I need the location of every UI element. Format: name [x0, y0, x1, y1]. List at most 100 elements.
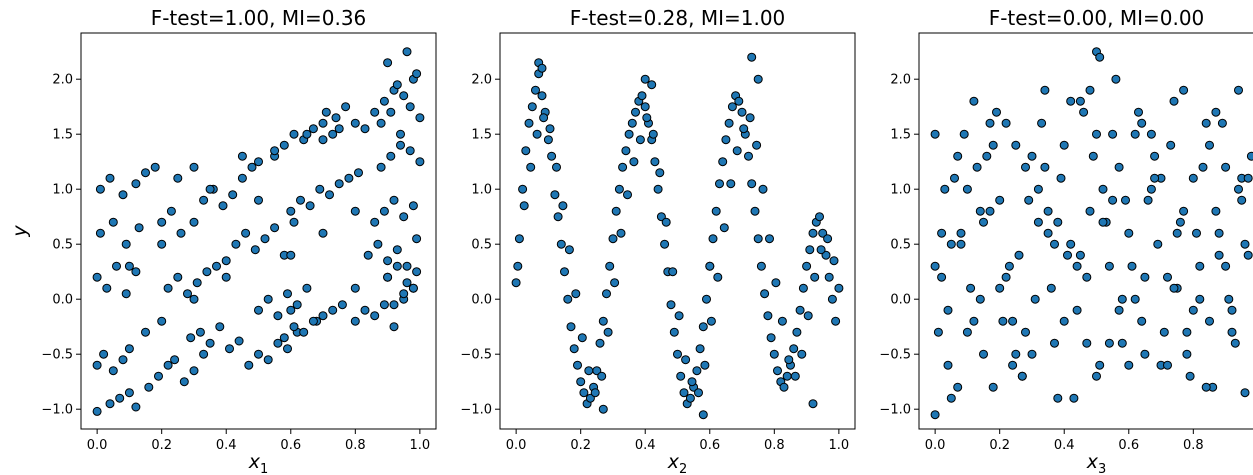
scatter-point	[415, 113, 425, 123]
scatter-point	[1195, 294, 1205, 304]
scatter-point	[1211, 206, 1221, 216]
x-tick-label: 0.0	[506, 438, 527, 453]
scatter-point	[763, 311, 773, 321]
scatter-point	[124, 344, 134, 354]
scatter-point	[315, 184, 325, 194]
y-axis-ticks: −1.0 −0.5 0.0 0.5 1.0 1.5 2.0	[879, 73, 919, 418]
scatter-points	[511, 52, 844, 420]
scatter-point	[221, 272, 231, 282]
scatter-point	[631, 107, 640, 117]
scatter-point	[289, 217, 299, 227]
scatter-point	[199, 195, 209, 205]
scatter-point	[972, 162, 982, 172]
scatter-point	[1163, 360, 1172, 370]
scatter-point	[998, 316, 1008, 326]
scatter-point	[273, 338, 283, 348]
scatter-point	[1188, 305, 1198, 315]
scatter-point	[112, 261, 121, 271]
scatter-point	[1182, 349, 1192, 359]
scatter-point	[1192, 228, 1201, 238]
scatter-point	[118, 190, 128, 200]
scatter-point	[527, 102, 537, 112]
scatter-point	[99, 349, 109, 359]
scatter-point	[383, 58, 393, 68]
scatter-point	[513, 261, 523, 271]
scatter-point	[92, 272, 102, 282]
scatter-point	[1033, 217, 1043, 227]
scatter-point	[771, 278, 781, 288]
scatter-point	[115, 393, 125, 403]
scatter-point	[1221, 162, 1231, 172]
scatter-point	[286, 305, 296, 315]
scatter-point	[1234, 184, 1243, 194]
scatter-point	[1137, 316, 1147, 326]
scatter-points	[930, 47, 1253, 420]
scatter-point	[1095, 360, 1105, 370]
scatter-point	[673, 349, 682, 359]
scatter-point	[108, 366, 118, 376]
scatter-point	[1043, 228, 1053, 238]
scatter-points	[92, 47, 425, 416]
scatter-point	[273, 311, 283, 321]
scatter-point	[624, 129, 634, 139]
scatter-point	[237, 151, 247, 161]
scatter-point	[308, 316, 318, 326]
scatter-point	[773, 366, 782, 376]
scatter-point	[1075, 96, 1085, 106]
scatter-point	[815, 212, 824, 222]
scatter-point	[608, 234, 618, 244]
scatter-point	[247, 162, 257, 172]
scatter-point	[1001, 118, 1011, 128]
scatter-point	[571, 289, 581, 299]
scatter-point	[279, 140, 289, 150]
scatter-point	[930, 129, 940, 139]
scatter-point	[318, 228, 328, 238]
scatter-point	[202, 267, 212, 277]
scatter-point	[702, 294, 711, 304]
scatter-point	[810, 272, 820, 282]
y-axis-label: y	[9, 225, 31, 238]
scatter-point	[405, 102, 415, 112]
scatter-point	[1069, 393, 1079, 403]
y-tick-label: −0.5	[460, 348, 492, 363]
scatter-point	[1072, 261, 1082, 271]
scatter-point	[782, 371, 792, 381]
scatter-point	[531, 85, 540, 95]
scatter-point	[1092, 129, 1101, 139]
scatter-point	[1121, 195, 1130, 205]
scatter-point	[962, 184, 972, 194]
scatter-point	[805, 245, 815, 255]
scatter-point	[408, 201, 418, 211]
scatter-point	[1027, 151, 1037, 161]
scatter-point	[795, 305, 805, 315]
scatter-point	[647, 80, 657, 90]
scatter-point	[747, 52, 757, 62]
scatter-point	[1108, 129, 1118, 139]
y-tick-label: 1.0	[52, 183, 73, 198]
scatter-point	[305, 201, 315, 211]
scatter-point	[205, 338, 215, 348]
scatter-point	[157, 239, 167, 249]
x-tick-label: 0.8	[345, 438, 366, 453]
scatter-point	[124, 388, 134, 398]
scatter-point	[296, 195, 305, 205]
y-tick-label: 1.0	[890, 183, 911, 198]
scatter-point	[189, 294, 199, 304]
scatter-point	[92, 406, 102, 416]
scatter-point	[389, 300, 399, 310]
scatter-point	[399, 91, 409, 101]
scatter-point	[597, 371, 607, 381]
scatter-point	[379, 300, 389, 310]
scatter-point	[379, 96, 389, 106]
scatter-point	[1114, 305, 1124, 315]
scatter-point	[769, 349, 779, 359]
scatter-point	[739, 124, 749, 134]
scatter-point	[1124, 360, 1134, 370]
scatter-point	[1137, 118, 1147, 128]
scatter-point	[995, 195, 1005, 205]
scatter-point	[706, 316, 716, 326]
scatter-point	[141, 168, 150, 178]
scatter-point	[1124, 228, 1134, 238]
scatter-point	[784, 355, 794, 365]
scatter-point	[808, 228, 818, 238]
